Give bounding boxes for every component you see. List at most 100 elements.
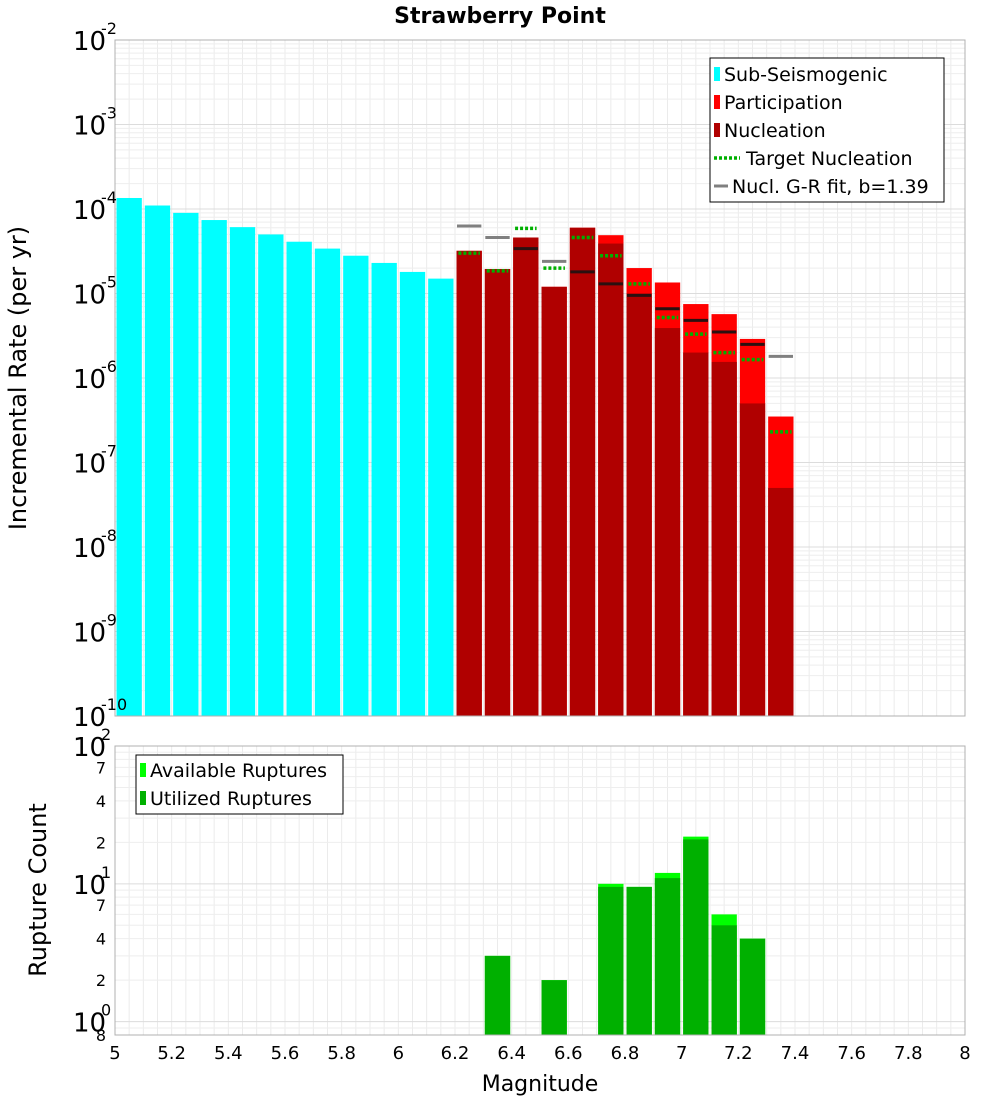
top-legend: Sub-Seismogenic Participation Nucleation Ta… bbox=[709, 57, 945, 203]
bottom-legend-item: Utilized Ruptures bbox=[140, 788, 312, 810]
top-y-axis-label: Incremental Rate (per yr) bbox=[4, 226, 32, 530]
x-tick-label: 6.2 bbox=[441, 1043, 470, 1064]
x-tick-label: 6.8 bbox=[611, 1043, 640, 1064]
sub-seismogenic-bar bbox=[258, 234, 284, 717]
sub-seismogenic-bar bbox=[229, 227, 256, 716]
bottom-y-tick-label: 101 bbox=[73, 863, 111, 901]
x-tick-label: 7 bbox=[676, 1043, 687, 1064]
sub-seismogenic-bar bbox=[286, 241, 312, 716]
legend-label: Nucl. G-R fit, b=1.39 bbox=[732, 176, 929, 198]
top-legend-box bbox=[709, 57, 945, 203]
x-tick-label: 5.6 bbox=[271, 1043, 300, 1064]
nucleation-bar bbox=[626, 293, 652, 716]
legend-label: Target Nucleation bbox=[745, 148, 913, 170]
bottom-plot-frame bbox=[114, 745, 966, 1036]
bottom-y-tick-exponent: 1 bbox=[101, 863, 111, 882]
top-y-tick-base: 10 bbox=[73, 196, 106, 226]
top-y-tick-base: 10 bbox=[73, 534, 106, 564]
sub-seismogenic-bar bbox=[173, 212, 199, 716]
top-y-tick-exponent: -3 bbox=[101, 104, 117, 123]
bottom-y-axis-label: Rupture Count bbox=[24, 803, 52, 977]
top-y-tick-base: 10 bbox=[73, 703, 106, 733]
x-tick-label: 6.6 bbox=[554, 1043, 583, 1064]
top-y-tick-label: 10-7 bbox=[73, 442, 117, 480]
legend-label: Participation bbox=[724, 92, 843, 114]
top-y-tick-exponent: -4 bbox=[101, 188, 117, 207]
bottom-y-minor-tick-label: 7 bbox=[96, 758, 106, 777]
nucleation-bar bbox=[484, 268, 511, 716]
bottom-y-tick-exponent: 2 bbox=[101, 725, 111, 744]
bottom-legend-box bbox=[135, 754, 344, 815]
x-tick-label: 7.6 bbox=[837, 1043, 866, 1064]
nucleation-bar bbox=[456, 250, 482, 716]
bottom-y-minor-tick-label: 2 bbox=[96, 971, 106, 990]
nucleation-bar bbox=[711, 361, 737, 716]
utilized-ruptures-bar bbox=[711, 925, 737, 1035]
bottom-y-tick-label: 100 bbox=[73, 1001, 111, 1039]
bottom-y-minor-tick-label: 4 bbox=[96, 792, 106, 811]
top-y-tick-exponent: -9 bbox=[101, 611, 117, 630]
legend-swatch bbox=[714, 123, 720, 137]
x-tick-label: 5 bbox=[109, 1043, 120, 1064]
x-tick-label: 6.4 bbox=[497, 1043, 526, 1064]
utilized-ruptures-bar bbox=[626, 886, 652, 1035]
legend-swatch bbox=[140, 763, 146, 777]
nucleation-bar bbox=[569, 227, 596, 716]
utilized-ruptures-bar bbox=[541, 980, 567, 1035]
legend-swatch bbox=[714, 95, 720, 109]
top-y-tick-exponent: -7 bbox=[101, 442, 117, 461]
nucleation-bar bbox=[513, 237, 539, 717]
top-y-tick-base: 10 bbox=[73, 619, 106, 649]
top-y-tick-label: 10-9 bbox=[73, 611, 117, 649]
top-legend-item: Sub-Seismogenic bbox=[714, 64, 888, 86]
nucleation-bar bbox=[654, 328, 681, 716]
x-tick-label: 7.2 bbox=[724, 1043, 753, 1064]
nucleation-bar bbox=[598, 243, 624, 716]
top-legend-item: Participation bbox=[714, 92, 843, 114]
bottom-y-tick-exponent: 0 bbox=[101, 1001, 111, 1020]
nucleation-bar bbox=[768, 487, 794, 716]
top-y-tick-label: 10-4 bbox=[73, 188, 117, 226]
utilized-ruptures-bar bbox=[739, 938, 766, 1035]
top-y-tick-base: 10 bbox=[73, 365, 106, 395]
top-y-tick-label: 10-6 bbox=[73, 357, 117, 395]
top-plot-frame bbox=[114, 39, 966, 717]
x-tick-label: 6 bbox=[393, 1043, 404, 1064]
x-axis-label: Magnitude bbox=[482, 1072, 599, 1097]
utilized-ruptures-bar bbox=[654, 878, 681, 1035]
top-legend-item: Nucleation bbox=[714, 120, 826, 142]
top-y-tick-exponent: -10 bbox=[101, 695, 127, 714]
top-y-tick-exponent: -8 bbox=[101, 526, 117, 545]
chart-title: Strawberry Point bbox=[394, 4, 606, 29]
sub-seismogenic-bar bbox=[343, 255, 369, 716]
bottom-legend: Available Ruptures Utilized Ruptures bbox=[135, 754, 344, 815]
top-y-tick-base: 10 bbox=[73, 27, 106, 57]
bottom-y-minor-tick-label: 8 bbox=[96, 1026, 106, 1045]
utilized-ruptures-bar bbox=[598, 886, 624, 1035]
bottom-y-tick-base: 10 bbox=[73, 733, 106, 763]
x-tick-label: 5.8 bbox=[327, 1043, 356, 1064]
nucleation-bar bbox=[683, 352, 709, 716]
legend-label: Utilized Ruptures bbox=[150, 788, 312, 810]
x-tick-label: 7.8 bbox=[894, 1043, 923, 1064]
bottom-legend-item: Available Ruptures bbox=[140, 760, 327, 782]
top-y-tick-base: 10 bbox=[73, 450, 106, 480]
sub-seismogenic-bar bbox=[314, 248, 341, 716]
legend-swatch bbox=[140, 791, 146, 805]
incremental-rate-panel: 10-1010-910-810-710-610-510-410-310-2Sub… bbox=[73, 19, 966, 733]
nucleation-bar bbox=[739, 403, 766, 716]
top-y-tick-exponent: -5 bbox=[101, 273, 117, 292]
top-y-tick-label: 10-8 bbox=[73, 526, 117, 564]
bottom-y-minor-tick-label: 7 bbox=[96, 896, 106, 915]
top-y-tick-base: 10 bbox=[73, 112, 106, 142]
x-tick-label: 5.2 bbox=[157, 1043, 186, 1064]
x-tick-label: 8 bbox=[959, 1043, 970, 1064]
bottom-y-tick-base: 10 bbox=[73, 1009, 106, 1039]
nucleation-bar bbox=[541, 286, 567, 716]
top-y-tick-label: 10-10 bbox=[73, 695, 127, 733]
sub-seismogenic-bar bbox=[201, 220, 227, 716]
bottom-y-minor-tick-label: 4 bbox=[96, 930, 106, 949]
bottom-y-tick-base: 10 bbox=[73, 871, 106, 901]
legend-label: Sub-Seismogenic bbox=[724, 64, 888, 86]
